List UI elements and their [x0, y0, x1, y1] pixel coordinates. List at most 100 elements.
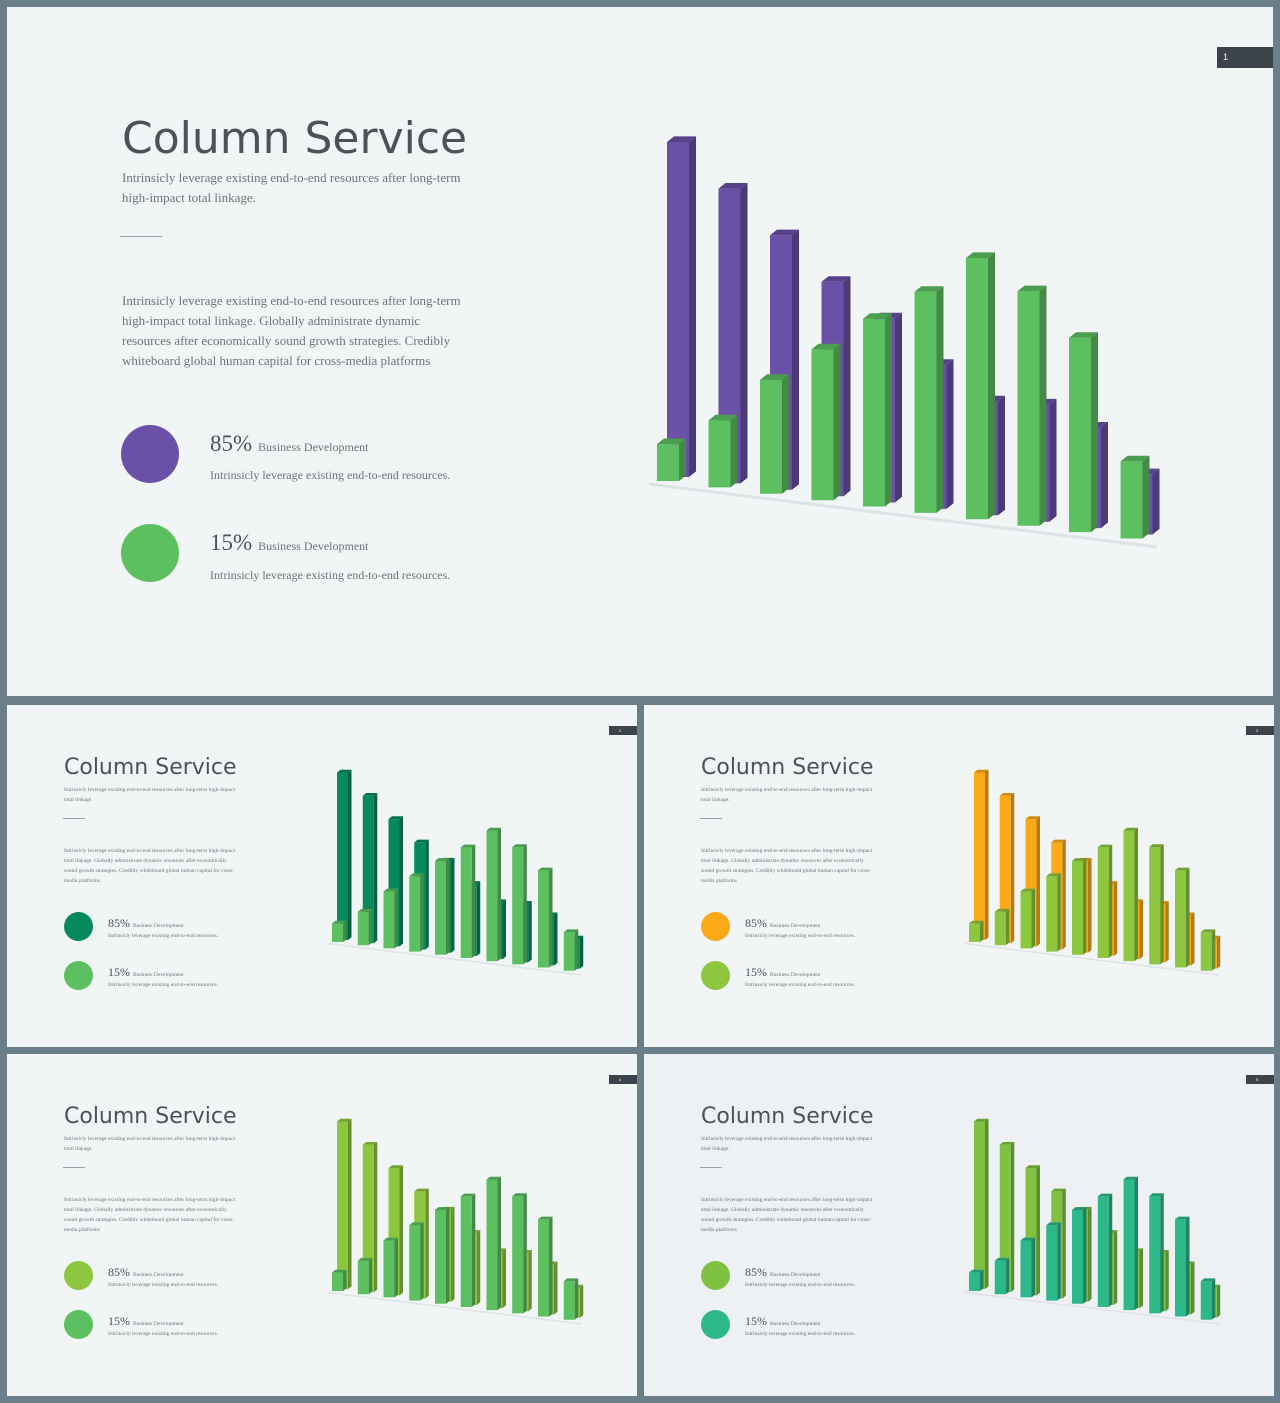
- body-text: Intrinsicly leverage existing end-to-end…: [701, 1197, 873, 1233]
- slide-subtitle: Intrinsicly leverage existing end-to-end…: [64, 1136, 236, 1152]
- body-text: Intrinsicly leverage existing end-to-end…: [701, 848, 873, 884]
- slide-title: Column Service: [701, 755, 874, 780]
- bar-series1-1-side: [348, 1118, 352, 1289]
- bar-series2-6-front: [1097, 1196, 1109, 1307]
- bar-series2-1: [969, 1269, 984, 1291]
- bar-series1-3-top: [1025, 816, 1040, 820]
- bar-series2-5-front: [1072, 1209, 1083, 1304]
- bar-series1-6-side: [476, 881, 481, 956]
- bar-series2-10: [1200, 1278, 1216, 1320]
- bar-series1-2-front: [362, 795, 374, 944]
- bar-series2-7: [1123, 827, 1138, 962]
- bar-series2-3-front: [1020, 1240, 1032, 1298]
- bar-series2-1: [969, 920, 984, 942]
- bar-series2-9-top: [1175, 867, 1190, 871]
- bar-series2-1: [332, 1269, 347, 1291]
- column-chart-3d: [648, 136, 1160, 549]
- bar-series1-2: [999, 1142, 1015, 1293]
- slide-5[interactable]: 5 Column Service Intrinsicly leverage ex…: [644, 1054, 1274, 1396]
- stat-2-circle: [64, 961, 93, 990]
- bar-series2-3: [383, 1237, 398, 1298]
- bar-series2-3-side: [1031, 1237, 1035, 1298]
- bar-series1-7-side: [502, 1248, 506, 1309]
- bar-series2-10-side: [1211, 1278, 1216, 1320]
- bar-series2-6: [460, 1193, 476, 1307]
- slide-3[interactable]: 3 Column Service Intrinsicly leverage ex…: [644, 705, 1274, 1047]
- slide-2[interactable]: 2 Column Service Intrinsicly leverage ex…: [7, 705, 637, 1047]
- bar-series2-7: [1123, 1176, 1138, 1311]
- bar-series1-6-side: [1113, 1230, 1118, 1305]
- bar-series2-10-side: [574, 1278, 579, 1320]
- bar-series2-8-side: [523, 844, 527, 965]
- bar-series1-1: [337, 1118, 352, 1289]
- bar-series2-4-side: [1057, 873, 1061, 952]
- stat-1-description: Intrinsicly leverage existing end-to-end…: [108, 1282, 219, 1288]
- stat-2-heading: 15% Business Development: [745, 1312, 821, 1330]
- bar-series2-5: [435, 1207, 450, 1304]
- stat-2-description: Intrinsicly leverage existing end-to-end…: [210, 568, 451, 582]
- bar-series2-8-side: [1039, 285, 1047, 526]
- bar-series2-8-front: [1149, 847, 1161, 965]
- bar-series2-1-front: [969, 1272, 980, 1291]
- bar-series2-4: [409, 873, 424, 952]
- bar-series1-9-side: [1191, 1261, 1195, 1315]
- bar-series2-4-top: [409, 1222, 424, 1226]
- bar-series2-10: [1120, 455, 1150, 539]
- bar-series2-1-side: [980, 1269, 984, 1291]
- bar-series1-9-side: [1191, 912, 1195, 966]
- bar-series2-1-side: [343, 1269, 347, 1291]
- bar-series2-4-top: [1046, 873, 1061, 877]
- stat-1-description: Intrinsicly leverage existing end-to-end…: [108, 933, 219, 939]
- slide-1[interactable]: 1 Column Service Intrinsicly leverage ex…: [7, 7, 1273, 696]
- bar-series2-5-side: [1083, 858, 1087, 955]
- bar-series2-3: [1020, 1237, 1035, 1298]
- bar-series1-3-side: [792, 229, 799, 490]
- stat-2-label: Business Development: [258, 539, 369, 553]
- bar-series2-5: [863, 313, 892, 507]
- bar-series2-10-top: [1200, 1278, 1216, 1282]
- bar-series2-8-side: [1160, 844, 1164, 965]
- bar-series2-7: [486, 1176, 501, 1311]
- bar-series2-3-top: [760, 374, 789, 380]
- bar-series2-10-front: [1200, 932, 1212, 971]
- stat-1-value: 85%: [210, 431, 253, 456]
- bar-series1-4-side: [1062, 839, 1066, 950]
- bar-series2-8-front: [1017, 291, 1040, 526]
- chart-floor: [327, 942, 583, 976]
- stat-2-description: Intrinsicly leverage existing end-to-end…: [108, 1331, 219, 1337]
- stat-1-value: 85%: [108, 916, 130, 930]
- bar-series2-6-side: [1108, 844, 1113, 958]
- bar-series2-5-side: [1083, 1207, 1087, 1304]
- bar-series1-7-side: [1139, 899, 1143, 960]
- bar-series2-4-front: [1046, 1225, 1058, 1301]
- bar-series2-3-front: [383, 891, 395, 949]
- stat-1-circle: [701, 912, 730, 941]
- bar-series1-5-side: [1088, 1206, 1092, 1302]
- bar-series2-7-front: [966, 258, 988, 520]
- bar-series2-5-front: [863, 318, 885, 507]
- bar-series2-9-front: [1175, 1219, 1186, 1317]
- bar-series2-7-top: [966, 252, 995, 258]
- bar-series1-10-side: [579, 935, 584, 969]
- bar-series2-3-side: [394, 1237, 398, 1298]
- bar-series1-1-front: [667, 142, 689, 477]
- bar-series2-10-side: [574, 929, 579, 971]
- bar-series1-8-side: [528, 1249, 532, 1312]
- bar-series2-2-front: [994, 1260, 1006, 1295]
- bar-series2-2-side: [368, 1257, 373, 1295]
- bar-series2-7-front: [1123, 830, 1135, 962]
- slide-title: Column Service: [64, 1104, 237, 1129]
- bar-series2-3-front: [1020, 891, 1032, 949]
- bar-series2-3-top: [383, 1237, 398, 1241]
- bar-series1-1-front: [974, 1121, 985, 1289]
- bar-series1-4-side: [843, 276, 851, 497]
- bar-series1-10-side: [1216, 1284, 1221, 1318]
- bar-series2-10: [1200, 929, 1216, 971]
- column-chart-3d: [327, 769, 584, 976]
- bar-series1-2-top: [718, 183, 748, 189]
- column-chart-3d: [964, 769, 1221, 976]
- slide-4[interactable]: 4 Column Service Intrinsicly leverage ex…: [7, 1054, 637, 1396]
- stat-2-circle: [64, 1310, 93, 1339]
- stat-2-value: 15%: [745, 965, 767, 979]
- bar-series1-1: [974, 769, 989, 940]
